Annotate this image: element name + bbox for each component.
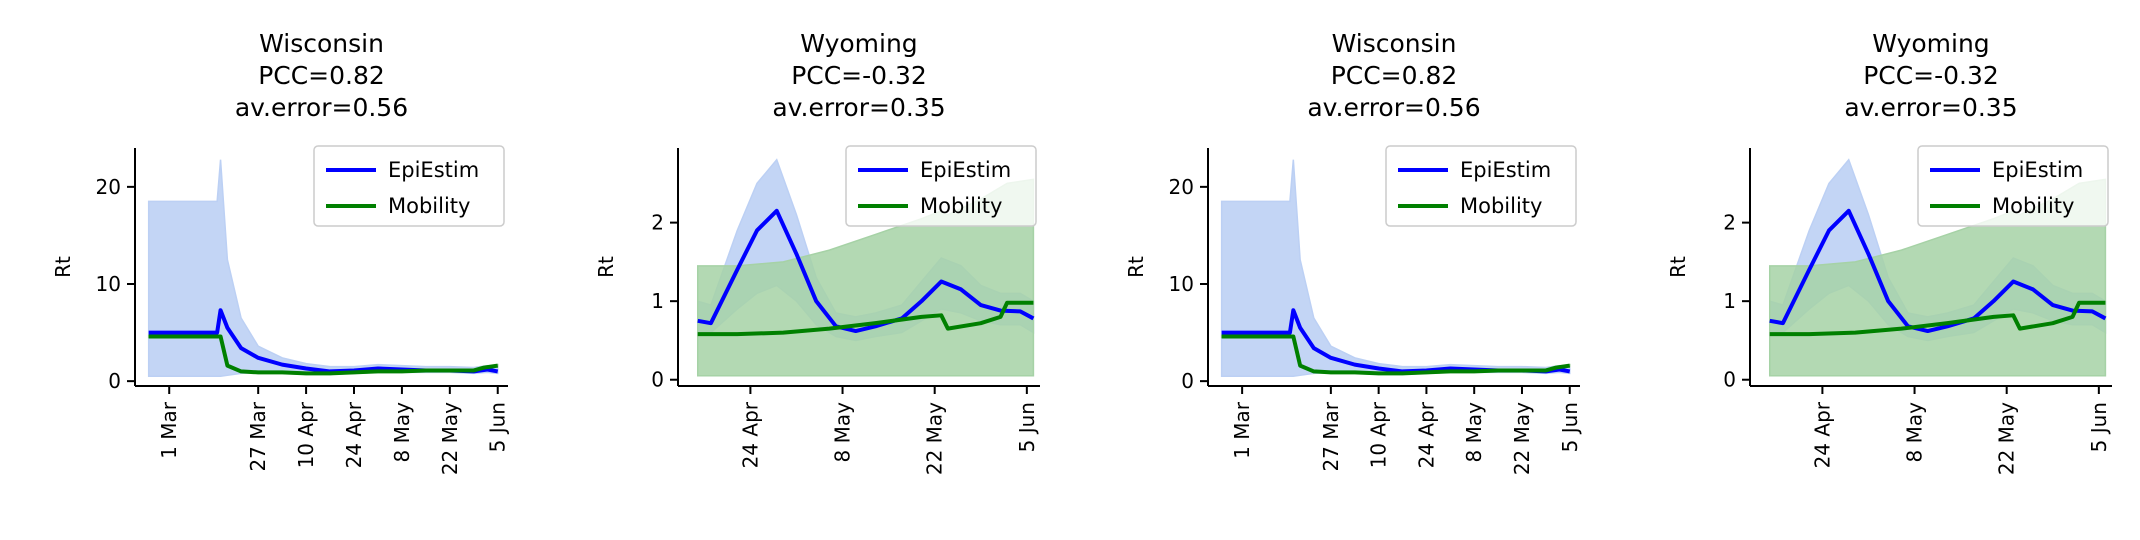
x-tick-label: 5 Jun <box>2087 402 2111 452</box>
x-tick-label: 8 May <box>831 402 855 463</box>
chart-title-line: PCC=-0.32 <box>1863 61 1999 90</box>
chart-title-line: Wisconsin <box>259 29 384 58</box>
chart-title-line: Wisconsin <box>1332 29 1457 58</box>
series-line-epiestim <box>1769 208 2107 334</box>
legend-label: Mobility <box>920 194 1002 218</box>
x-tick-label: 22 May <box>1510 402 1534 475</box>
chart-title-line: av.error=0.35 <box>1844 93 2017 122</box>
chart-title-line: Wyoming <box>1872 29 1989 58</box>
legend-label: EpiEstim <box>1460 158 1551 182</box>
x-tick-label: 24 Apr <box>342 401 366 468</box>
x-tick-label: 8 May <box>1903 402 1927 463</box>
y-tick-label: 1 <box>1723 289 1736 313</box>
x-tick-label: 24 Apr <box>1810 401 1834 468</box>
x-tick-label: 8 May <box>390 402 414 463</box>
y-tick-label: 0 <box>108 369 121 393</box>
y-axis-label: Rt <box>51 256 75 278</box>
y-tick-label: 20 <box>1169 175 1194 199</box>
x-tick-label: 10 Apr <box>1367 401 1391 468</box>
y-tick-label: 0 <box>651 368 664 392</box>
chart-title-line: av.error=0.35 <box>772 93 945 122</box>
y-tick-label: 10 <box>96 272 121 296</box>
x-tick-label: 24 Apr <box>1414 401 1438 468</box>
x-tick-label: 1 Mar <box>1230 401 1254 459</box>
y-tick-label: 20 <box>96 175 121 199</box>
y-tick-label: 2 <box>651 211 664 235</box>
y-tick-label: 0 <box>1723 368 1736 392</box>
x-tick-label: 24 Apr <box>738 401 762 468</box>
series-line-mobility <box>148 334 499 376</box>
y-tick-label: 0 <box>1181 369 1194 393</box>
x-tick-label: 5 Jun <box>1015 402 1039 452</box>
x-tick-label: 5 Jun <box>486 402 510 452</box>
chart-title-line: PCC=-0.32 <box>791 61 927 90</box>
legend-label: Mobility <box>1460 194 1542 218</box>
x-tick-label: 8 May <box>1462 402 1486 463</box>
x-tick-label: 22 May <box>1995 402 2019 475</box>
y-tick-label: 10 <box>1169 272 1194 296</box>
legend-label: Mobility <box>1992 194 2074 218</box>
y-tick-label: 1 <box>651 289 664 313</box>
series-line-mobility <box>697 300 1034 337</box>
x-tick-label: 5 Jun <box>1558 402 1582 452</box>
chart-title-line: PCC=0.82 <box>258 61 385 90</box>
chart-title-line: PCC=0.82 <box>1331 61 1458 90</box>
y-tick-label: 2 <box>1723 211 1736 235</box>
x-tick-label: 27 Mar <box>1319 401 1343 471</box>
x-tick-label: 1 Mar <box>157 401 181 459</box>
chart-title-line: Wyoming <box>800 29 917 58</box>
series-line-epiestim <box>697 208 1035 334</box>
x-tick-label: 27 Mar <box>246 401 270 471</box>
series-line-mobility <box>1221 334 1571 376</box>
chart-panel-4: Wyoming PCC=-0.32 av.error=0.35 0 1 2 Rt 24 Apr… <box>1666 29 2112 475</box>
chart-panel-3: Wisconsin PCC=0.82 av.error=0.56 0 10 20 Rt 1 M… <box>1124 29 1582 475</box>
chart-title-line: av.error=0.56 <box>235 93 408 122</box>
series-line-mobility <box>1769 300 2106 337</box>
x-tick-label: 22 May <box>923 402 947 475</box>
legend-label: EpiEstim <box>388 158 479 182</box>
y-axis-label: Rt <box>1124 256 1148 278</box>
legend-label: EpiEstim <box>920 158 1011 182</box>
chart-panel-2: Wyoming PCC=-0.32 av.error=0.35 0 1 2 Rt 24 Apr… <box>594 29 1040 475</box>
x-tick-label: 22 May <box>438 402 462 475</box>
legend-label: Mobility <box>388 194 470 218</box>
chart-panel-1: Wisconsin PCC=0.82 av.error=0.56 0 10 20 Rt 1 M… <box>51 29 510 475</box>
legend-label: EpiEstim <box>1992 158 2083 182</box>
y-axis-label: Rt <box>594 256 618 278</box>
y-axis-label: Rt <box>1666 256 1690 278</box>
chart-title-line: av.error=0.56 <box>1307 93 1480 122</box>
x-tick-label: 10 Apr <box>294 401 318 468</box>
